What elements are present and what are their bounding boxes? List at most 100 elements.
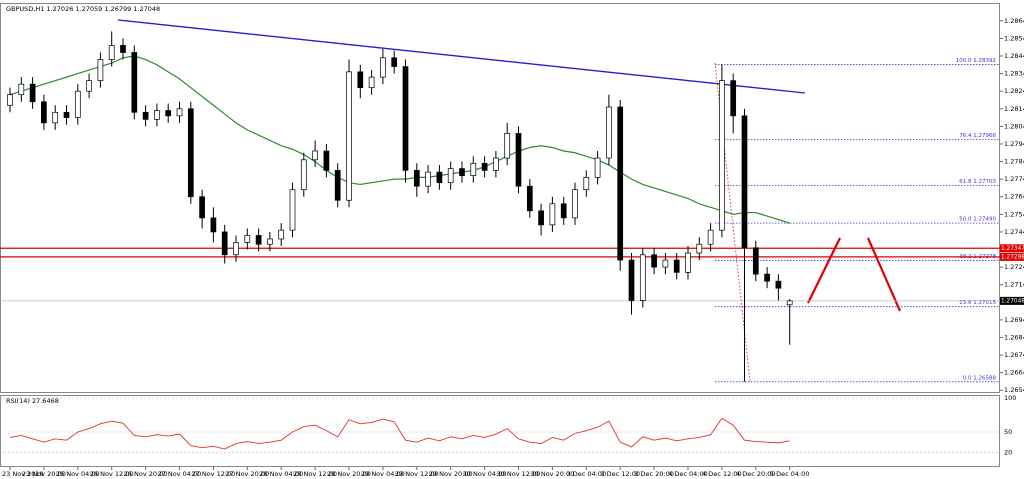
candle-body [504,133,511,159]
candle-body [255,235,262,245]
candle-body [673,259,680,273]
candle-body [154,110,160,120]
x-tick-label: 30 Nov 20:00 [530,470,574,478]
candle-body [368,76,375,89]
y-tick-label: 1.28540 [1004,34,1024,42]
candle-body [300,159,307,191]
x-tick-label: 26 Nov 04:00 [56,470,100,478]
candle-body [380,57,386,78]
candle-body [210,217,217,233]
x-tick-label: 3 Dec 12:00 [600,470,640,478]
candle-body [131,52,138,113]
candle-body [628,259,635,301]
candle-body [606,106,612,159]
y-tick-label: 1.27440 [1004,228,1024,236]
price-tag-label: 1.27048 [1001,298,1024,304]
main-frame [0,3,1000,393]
x-tick-label: 4 Dec 20:00 [736,470,776,478]
y-tick-label: 1.27640 [1004,193,1024,201]
x-tick-label: 29 Nov 04:00 [361,470,405,478]
candle-body [752,247,759,275]
y-tick-label: 1.28240 [1004,87,1024,95]
candle-body [52,111,59,124]
candle-body [515,133,522,187]
fib-label: 50.0 1.27490 [959,217,996,223]
price-tag-label: 1.27347 [1001,246,1024,252]
fib-label: 76.4 1.27966 [959,133,996,139]
candle-body [221,231,228,256]
y-tick-label: 1.27740 [1004,175,1024,183]
candle-body [481,162,488,171]
candle-body [685,252,691,273]
candle-body [86,80,92,92]
candle-body [594,157,601,178]
y-tick-label: 1.26740 [1004,351,1024,359]
y-tick-label: 1.28340 [1004,70,1024,78]
candle-body [447,168,454,184]
candle-body [278,229,285,240]
candle-body [764,273,770,282]
y-tick-label: 1.27940 [1004,140,1024,148]
rsi-title: RSI(14) 27.6468 [6,397,59,405]
chart-title: GBPUSD,H1 1.27026 1.27059 1.26799 1.2704… [6,5,160,13]
candle-body [334,170,341,201]
x-tick-label: 5 Dec 04:00 [770,470,810,478]
x-tick-label: 29 Nov 20:00 [429,470,473,478]
y-tick-label: 1.26540 [1004,386,1024,394]
candle-body [741,115,748,249]
y-tick-label: 1.27840 [1004,158,1024,166]
price-tag [1000,252,1024,261]
fib-label: 23.6 1.27015 [959,300,996,306]
x-tick-label: 4 Dec 04:00 [668,470,708,478]
candle-body [63,111,70,118]
x-tick-label: 28 Nov 20:00 [327,470,371,478]
candle-body [346,71,352,201]
rsi-tick-label: 50 [1004,428,1012,436]
candle-body [312,150,318,161]
candle-body [142,111,149,120]
candle-body [719,80,725,231]
candle-body [402,66,409,171]
x-tick-label: 27 Nov 12:00 [191,470,235,478]
y-tick-label: 1.28440 [1004,52,1024,60]
x-tick-label: 26 Nov 20:00 [124,470,168,478]
candle-body [391,57,398,67]
x-tick-label: 30 Nov 12:00 [497,470,541,478]
y-tick-label: 1.28640 [1004,17,1024,25]
moving-average [9,55,790,224]
x-tick-label: 28 Nov 04:00 [259,470,303,478]
trendline [117,19,806,94]
fib-label: 0.0 1.26588 [963,375,997,381]
candle-body [165,110,172,117]
x-tick-label: 3 Dec 04:00 [567,470,607,478]
rsi-line [9,417,790,450]
x-tick-label: 23 Nov 20:00 [22,470,66,478]
candle-body [696,243,703,254]
price-tag [1000,296,1024,305]
x-tick-label: 26 Nov 12:00 [90,470,134,478]
candle-body [41,101,47,124]
fib-label: 100.0 1.28392 [956,58,996,64]
candle-body [233,242,239,256]
candle-body [413,170,420,187]
candle-body [662,259,669,268]
candle-body [29,83,36,103]
x-tick-label: 3 Dec 20:00 [634,470,674,478]
x-tick-label: 27 Nov 20:00 [225,470,269,478]
candle-body [470,162,477,176]
rsi-tick-label: 20 [1004,448,1012,456]
y-tick-label: 1.26840 [1004,333,1024,341]
y-tick-label: 1.27140 [1004,281,1024,289]
candle-body [436,171,443,184]
candle-body [108,45,115,60]
arrow-down [866,237,902,312]
candle-body [775,280,782,289]
price-tag-label: 1.27298 [1001,254,1024,260]
rsi-tick-label: 100 [1004,394,1016,402]
x-tick-label: 28 Nov 12:00 [293,470,337,478]
x-tick-label: 23 Nov 2018 [2,470,44,478]
candle-body [244,235,251,243]
candle-body [493,157,499,171]
candle-body [549,203,556,226]
